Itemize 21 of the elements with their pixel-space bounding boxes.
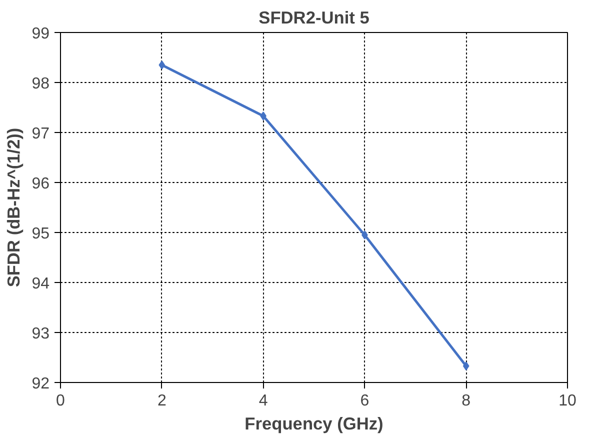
y-axis-title: SFDR (dB-Hz^(1/2)) (4, 128, 24, 288)
x-tick-label: 6 (360, 392, 370, 410)
y-tick-label: 96 (32, 176, 50, 192)
x-tick-label: 2 (157, 392, 166, 410)
y-tick-label: 95 (32, 226, 50, 242)
y-tick-label: 93 (32, 326, 50, 342)
y-tick-label: 98 (32, 76, 50, 92)
point (260, 112, 266, 120)
y-tick-label: 97 (32, 126, 50, 142)
y-tick-label: 94 (32, 276, 50, 292)
x-axis-title: Frequency (GHz) (244, 414, 384, 434)
point (362, 230, 368, 240)
point (158, 60, 166, 70)
y-tick-label: 99 (32, 26, 50, 42)
y-tick-label: 92 (32, 376, 50, 392)
chart-title: SFDR2-Unit 5 (258, 8, 370, 28)
point (462, 362, 470, 370)
x-tick-label: 10 (558, 392, 576, 410)
x-tick-label: 4 (258, 392, 268, 410)
x-tick-label: 8 (462, 392, 471, 410)
x-tick-label: 0 (56, 392, 66, 410)
